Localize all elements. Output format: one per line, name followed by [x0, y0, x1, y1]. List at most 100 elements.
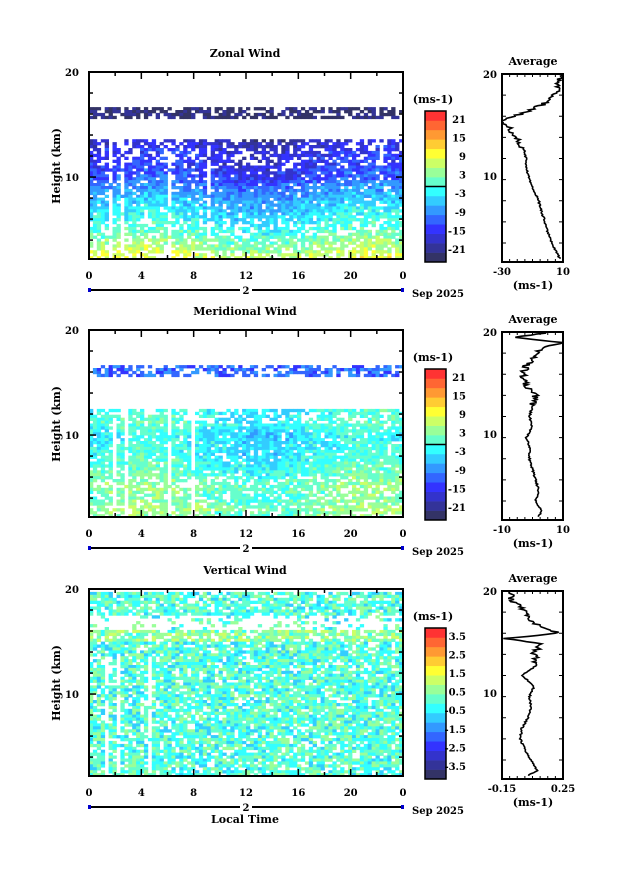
heatmap-cell: [265, 180, 270, 184]
heatmap-cell: [163, 487, 168, 492]
heatmap-cell: [359, 446, 365, 451]
heatmap-cell: [344, 505, 349, 509]
heatmap-cell: [336, 514, 341, 518]
heatmap-cell: [285, 511, 290, 515]
heatmap-cell: [206, 455, 212, 459]
heatmap-cell: [328, 411, 333, 416]
heatmap-cell: [340, 253, 345, 257]
heatmap-cell: [344, 191, 349, 196]
heatmap-cell: [367, 212, 372, 216]
heatmap-cell: [155, 438, 160, 442]
heatmap-cell: [214, 458, 219, 462]
heatmap-cell: [143, 438, 149, 442]
heatmap-cell: [336, 197, 341, 201]
heatmap-cell: [265, 446, 270, 451]
heatmap-cell: [242, 183, 247, 187]
heatmap-cell: [214, 209, 219, 213]
heatmap-cell: [399, 165, 404, 169]
heatmap-cell: [277, 183, 282, 187]
heatmap-cell: [175, 452, 180, 456]
heatmap-cell: [163, 162, 168, 166]
heatmap-cell: [191, 470, 196, 474]
heatmap-cell: [218, 191, 223, 196]
heatmap-cell: [316, 212, 321, 216]
heatmap-cell: [191, 200, 196, 204]
heatmap-cell: [159, 197, 164, 201]
heatmap-cell: [293, 470, 298, 474]
heatmap-cell: [147, 505, 153, 509]
heatmap-cell: [183, 107, 188, 111]
heatmap-cell: [359, 473, 365, 477]
heatmap-cell: [202, 115, 208, 120]
heatmap-cell: [238, 429, 243, 433]
heatmap-cell: [175, 206, 180, 210]
heatmap-cell: [124, 218, 129, 222]
heatmap-cell: [230, 446, 235, 451]
heatmap-cell: [312, 165, 317, 169]
heatmap-cell: [100, 467, 106, 471]
heatmap-cell: [300, 162, 306, 166]
heatmap-cell: [281, 420, 286, 424]
heatmap-cell: [285, 455, 290, 459]
heatmap-cell: [96, 432, 102, 436]
heatmap-cell: [140, 253, 145, 257]
heatmap-cell: [359, 159, 365, 163]
heatmap-cell: [297, 212, 302, 216]
heatmap-cell: [163, 139, 168, 143]
heatmap-cell: [132, 490, 137, 494]
heatmap-cell: [187, 244, 192, 248]
heatmap-cell: [300, 206, 306, 210]
heatmap-cell: [340, 455, 345, 459]
heatmap-cell: [155, 461, 160, 465]
heatmap-cell: [234, 499, 239, 503]
heatmap-cell: [363, 203, 369, 207]
heatmap-cell: [92, 429, 98, 433]
heatmap-cell: [136, 508, 141, 512]
heatmap-cell: [230, 247, 235, 251]
heatmap-cell: [214, 373, 219, 378]
heatmap-cell: [300, 438, 306, 442]
heatmap-cell: [265, 441, 270, 445]
heatmap-cell: [273, 162, 278, 166]
heatmap-cell: [261, 200, 266, 204]
heatmap-cell: [324, 473, 329, 477]
heatmap-cell: [289, 417, 294, 421]
heatmap-cell: [132, 438, 137, 442]
heatmap-cell: [277, 171, 282, 175]
heatmap-cell: [371, 479, 376, 483]
heatmap-cell: [320, 473, 325, 477]
heatmap-cell: [395, 209, 400, 213]
heatmap-cell: [175, 476, 180, 480]
heatmap-cell: [89, 414, 94, 418]
heatmap-cell: [300, 370, 306, 375]
heatmap-cell: [120, 461, 125, 465]
heatmap-cell: [265, 444, 270, 448]
heatmap-cell: [387, 165, 392, 169]
heatmap-cell: [214, 429, 219, 433]
heatmap-cell: [348, 499, 353, 503]
heatmap-cell: [89, 177, 94, 181]
heatmap-cell: [297, 484, 302, 489]
heatmap-cell: [281, 238, 286, 242]
heatmap-cell: [289, 174, 294, 178]
heatmap-cell: [340, 241, 345, 245]
heatmap-cell: [124, 150, 129, 155]
heatmap-cell: [277, 502, 282, 506]
heatmap-cell: [92, 200, 98, 204]
heatmap-cell: [293, 467, 298, 471]
heatmap-cell: [163, 449, 168, 454]
heatmap-cell: [285, 232, 290, 236]
heatmap-cell: [159, 429, 164, 433]
heatmap-cell: [293, 508, 298, 512]
heatmap-cell: [143, 493, 149, 497]
heatmap-cell: [289, 215, 294, 219]
colorbar-label: 15: [452, 134, 466, 145]
heatmap-cell: [375, 455, 380, 459]
heatmap-cell: [332, 449, 337, 454]
heatmap-cell: [391, 112, 396, 117]
heatmap-cell: [214, 226, 219, 231]
heatmap-cell: [249, 139, 255, 143]
heatmap-cell: [147, 493, 153, 497]
heatmap-cell: [246, 479, 251, 483]
heatmap-cell: [246, 470, 251, 474]
